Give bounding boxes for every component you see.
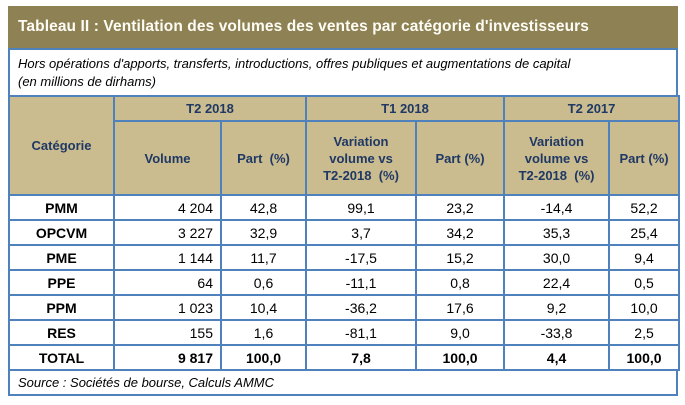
volume-cell: 64 [113,269,222,296]
value-cell: 17,6 [415,294,506,321]
category-cell: PPE [8,269,115,296]
column-header-variation-t2-2017: Variation volume vs T2-2018 (%) [503,120,611,196]
table-row-ppe: PPE 64 0,6 -11,1 0,8 22,4 0,5 [8,269,681,296]
value-cell: -36,2 [305,294,418,321]
column-header-volume: Volume [113,120,222,196]
table-title: Tableau II : Ventilation des volumes des… [8,6,678,48]
group-header-t2-2018: T2 2018 [112,95,308,122]
value-cell: 11,7 [219,244,308,271]
volume-cell: 1 144 [113,244,222,271]
value-cell: 7,8 [305,344,418,371]
value-cell: 9,2 [503,294,611,321]
value-cell: 0,8 [415,269,506,296]
subtitle-line-2: (en millions de dirhams) [18,74,156,89]
column-header-part-t2-2018: Part (%) [219,120,308,196]
category-cell: TOTAL [8,344,115,371]
table-row-opcvm: OPCVM 3 227 32,9 3,7 34,2 35,3 25,4 [8,219,681,246]
value-cell: 4,4 [503,344,611,371]
category-cell: RES [8,319,115,346]
value-cell: 35,3 [503,219,611,246]
table-sub-header-row: Volume Part (%) Variation volume vs T2-2… [9,120,681,196]
table-row-ppm: PPM 1 023 10,4 -36,2 17,6 9,2 10,0 [8,294,681,321]
value-cell: 0,6 [219,269,308,296]
value-cell: 25,4 [608,219,681,246]
value-cell: 10,4 [219,294,308,321]
value-cell: 52,2 [608,194,681,221]
value-cell: 3,7 [305,219,418,246]
subtitle-line-1: Hors opérations d'apports, transferts, i… [18,56,571,71]
volume-cell: 9 817 [113,344,222,371]
value-cell: -81,1 [305,319,418,346]
column-header-part-t1-2018: Part (%) [415,120,506,196]
value-cell: 34,2 [415,219,506,246]
column-header-variation-t1-2018: Variation volume vs T2-2018 (%) [305,120,418,196]
column-header-part-t2-2017: Part (%) [608,120,681,196]
volume-cell: 155 [113,319,222,346]
sales-volume-table: Catégorie T2 2018 T1 2018 T2 2017 Volume… [8,95,681,371]
value-cell: -33,8 [503,319,611,346]
value-cell: 30,0 [503,244,611,271]
value-cell: 100,0 [608,344,681,371]
table-group-header-row: Catégorie T2 2018 T1 2018 T2 2017 [8,95,681,196]
table-source: Source : Sociétés de bourse, Calculs AMM… [8,369,678,396]
value-cell: 1,6 [219,319,308,346]
volume-cell: 1 023 [113,294,222,321]
table-row-total: TOTAL 9 817 100,0 7,8 100,0 4,4 100,0 [8,344,681,371]
value-cell: -14,4 [503,194,611,221]
value-cell: -11,1 [305,269,418,296]
value-cell: 32,9 [219,219,308,246]
volume-cell: 3 227 [113,219,222,246]
value-cell: 9,0 [415,319,506,346]
category-cell: PPM [8,294,115,321]
table-subtitle: Hors opérations d'apports, transferts, i… [8,48,678,97]
category-cell: OPCVM [8,219,115,246]
value-cell: 2,5 [608,319,681,346]
value-cell: 100,0 [415,344,506,371]
value-cell: 23,2 [415,194,506,221]
table-row-res: RES 155 1,6 -81,1 9,0 -33,8 2,5 [8,319,681,346]
value-cell: 0,5 [608,269,681,296]
value-cell: 22,4 [503,269,611,296]
group-header-t1-2018: T1 2018 [305,95,506,122]
value-cell: 99,1 [305,194,418,221]
group-header-t2-2017: T2 2017 [503,95,681,122]
value-cell: -17,5 [305,244,418,271]
table-row-pme: PME 1 144 11,7 -17,5 15,2 30,0 9,4 [8,244,681,271]
category-cell: PME [8,244,115,271]
column-header-category: Catégorie [8,95,115,196]
category-cell: PMM [8,194,115,221]
value-cell: 15,2 [415,244,506,271]
value-cell: 9,4 [608,244,681,271]
report-table-container: Tableau II : Ventilation des volumes des… [8,6,681,396]
value-cell: 10,0 [608,294,681,321]
volume-cell: 4 204 [113,194,222,221]
value-cell: 100,0 [219,344,308,371]
value-cell: 42,8 [219,194,308,221]
table-row-pmm: PMM 4 204 42,8 99,1 23,2 -14,4 52,2 [8,194,681,221]
